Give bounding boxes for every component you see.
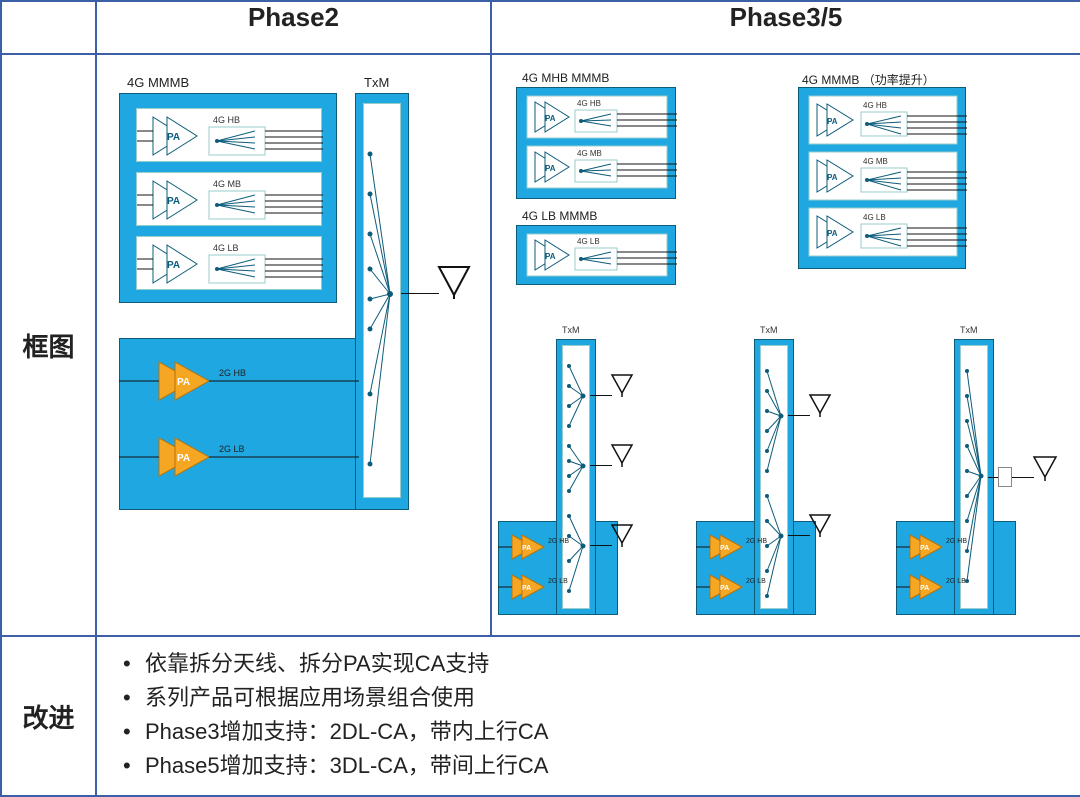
svg-text:PA: PA: [920, 585, 929, 592]
header-phase35: Phase3/5: [491, 1, 1080, 54]
pa-icon: PA 4G HB: [137, 109, 323, 163]
txm1-2g-pa: PA 2G HB PA 2G LB: [498, 521, 618, 615]
notes-cell: 依靠拆分天线、拆分PA实现CA支持 系列产品可根据应用场景组合使用 Phase3…: [96, 636, 1080, 796]
svg-text:PA: PA: [827, 229, 838, 238]
antenna-icon: [1032, 455, 1058, 481]
block-mhb: PA 4G HB PA 4G MB: [516, 87, 676, 199]
note-item: Phase3增加支持：2DL-CA，带内上行CA: [117, 715, 1060, 749]
phase35-cell: 4G MHB MMMB 4G MMMB （功率提升） 4G LB MMMB PA…: [491, 54, 1080, 636]
svg-text:2G HB: 2G HB: [548, 538, 569, 545]
svg-text:4G LB: 4G LB: [577, 237, 600, 246]
svg-text:PA: PA: [167, 196, 180, 207]
svg-text:PA: PA: [827, 173, 838, 182]
svg-text:2G LB: 2G LB: [548, 578, 568, 585]
pa-row-mb: PA 4G MB: [136, 172, 322, 226]
svg-text:2G LB: 2G LB: [946, 578, 966, 585]
label-lb: 4G LB MMMB: [522, 209, 597, 223]
svg-text:PA: PA: [177, 453, 190, 464]
band-label: 4G HB: [213, 115, 240, 125]
txm1-label: TxM: [562, 325, 580, 335]
comparison-table: Phase2 Phase3/5 框图 4G MMMB TxM: [0, 0, 1080, 797]
block-mmmb-right: PA 4G HB PA 4G MB: [798, 87, 966, 269]
svg-text:PA: PA: [167, 260, 180, 271]
pa-row-lb: PA 4G LB: [136, 236, 322, 290]
svg-text:2G HB: 2G HB: [946, 538, 967, 545]
block-4g-mmmb: PA 4G HB: [119, 93, 337, 303]
note-item: Phase5增加支持：3DL-CA，带间上行CA: [117, 749, 1060, 783]
txm3-2g-pa: PA 2G HB PA 2G LB: [896, 521, 1016, 615]
svg-text:4G MB: 4G MB: [577, 149, 602, 158]
notes-list: 依靠拆分天线、拆分PA实现CA支持 系列产品可根据应用场景组合使用 Phase3…: [97, 637, 1080, 793]
block-lb: PA 4G LB: [516, 225, 676, 285]
svg-text:PA: PA: [522, 585, 531, 592]
svg-text:4G HB: 4G HB: [863, 101, 887, 110]
txm-switch: [363, 103, 401, 498]
note-item: 依靠拆分天线、拆分PA实现CA支持: [117, 647, 1060, 681]
svg-text:2G HB: 2G HB: [746, 538, 767, 545]
svg-text:PA: PA: [522, 545, 531, 552]
combiner-icon: [998, 467, 1012, 487]
svg-text:2G HB: 2G HB: [219, 368, 246, 378]
label-mhb: 4G MHB MMMB: [522, 71, 609, 85]
note-item: 系列产品可根据应用场景组合使用: [117, 681, 1060, 715]
svg-text:PA: PA: [177, 377, 190, 388]
svg-text:PA: PA: [545, 114, 556, 123]
antenna-icon: [437, 265, 471, 299]
svg-text:4G MB: 4G MB: [863, 157, 888, 166]
header-phase2: Phase2: [96, 1, 491, 54]
svg-text:PA: PA: [545, 164, 556, 173]
svg-text:4G HB: 4G HB: [577, 99, 601, 108]
pa-text: PA: [167, 132, 180, 143]
header-row: Phase2 Phase3/5: [1, 1, 1080, 54]
txm3-label: TxM: [960, 325, 978, 335]
svg-text:4G MB: 4G MB: [213, 179, 241, 189]
svg-text:PA: PA: [545, 252, 556, 261]
pa-row-hb: PA 4G HB: [136, 108, 322, 162]
svg-text:2G LB: 2G LB: [746, 578, 766, 585]
rowlabel-notes: 改进: [1, 636, 96, 796]
svg-text:PA: PA: [720, 545, 729, 552]
label-mmmb: 4G MMMB （功率提升）: [802, 71, 935, 88]
svg-text:4G LB: 4G LB: [213, 243, 239, 253]
header-blank: [1, 1, 96, 54]
pa-2g-group: PA 2G HB PA 2G LB: [119, 338, 359, 510]
label-4g-mmmb: 4G MMMB: [127, 75, 189, 90]
rowlabel-diagram: 框图: [1, 54, 96, 636]
label-txm: TxM: [364, 75, 389, 90]
svg-text:4G LB: 4G LB: [863, 213, 886, 222]
svg-text:PA: PA: [720, 585, 729, 592]
svg-text:PA: PA: [827, 117, 838, 126]
svg-text:2G LB: 2G LB: [219, 444, 245, 454]
txm2-label: TxM: [760, 325, 778, 335]
svg-text:PA: PA: [920, 545, 929, 552]
phase2-cell: 4G MMMB TxM PA 4G HB: [96, 54, 491, 636]
